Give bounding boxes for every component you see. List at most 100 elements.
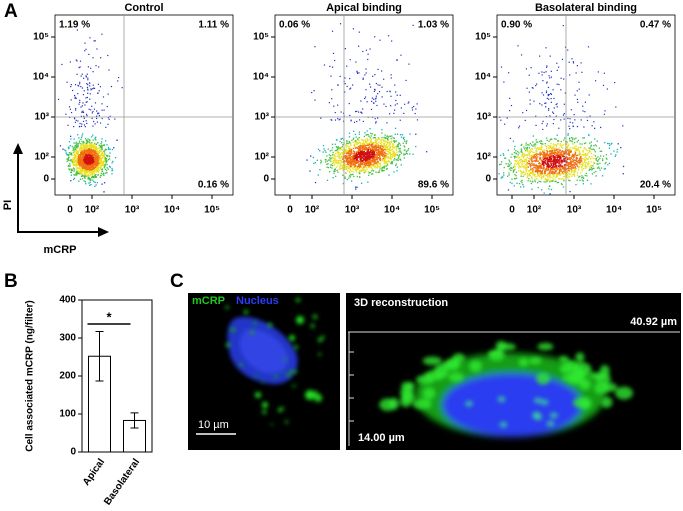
event-dot bbox=[575, 164, 576, 165]
event-dot bbox=[363, 144, 364, 145]
event-dot bbox=[540, 148, 541, 149]
event-dot bbox=[99, 115, 100, 116]
event-dot bbox=[83, 141, 84, 142]
event-dot bbox=[90, 147, 91, 148]
event-dot bbox=[356, 171, 357, 172]
event-dot bbox=[86, 143, 87, 144]
event-dot bbox=[568, 151, 569, 152]
event-dot bbox=[524, 162, 525, 163]
event-dot bbox=[542, 169, 543, 170]
event-dot bbox=[396, 149, 397, 150]
event-dot bbox=[600, 127, 601, 128]
event-dot bbox=[70, 180, 71, 181]
event-dot bbox=[548, 188, 549, 189]
event-dot bbox=[530, 166, 531, 167]
event-dot bbox=[415, 134, 416, 135]
event-dot bbox=[579, 151, 580, 152]
event-dot bbox=[95, 175, 96, 176]
event-dot bbox=[348, 150, 349, 151]
event-dot bbox=[558, 168, 559, 169]
event-dot bbox=[82, 105, 83, 106]
event-dot bbox=[535, 144, 536, 145]
event-dot bbox=[341, 156, 342, 157]
event-dot bbox=[375, 167, 376, 168]
event-dot bbox=[523, 186, 524, 187]
event-dot bbox=[575, 169, 576, 170]
event-dot bbox=[85, 154, 86, 155]
event-dot bbox=[507, 176, 508, 177]
event-dot bbox=[347, 166, 348, 167]
event-dot bbox=[540, 151, 541, 152]
event-dot bbox=[97, 142, 98, 143]
event-dot bbox=[531, 159, 532, 160]
event-dot bbox=[378, 141, 379, 142]
event-dot bbox=[75, 160, 76, 161]
event-dot bbox=[398, 160, 399, 161]
event-dot bbox=[345, 178, 346, 179]
event-dot bbox=[348, 153, 349, 154]
event-dot bbox=[77, 153, 78, 154]
event-dot bbox=[100, 175, 101, 176]
event-dot bbox=[571, 176, 572, 177]
event-dot bbox=[351, 174, 352, 175]
event-dot bbox=[397, 103, 398, 104]
event-dot bbox=[361, 167, 362, 168]
event-dot bbox=[89, 150, 90, 151]
event-dot bbox=[548, 141, 549, 142]
event-dot bbox=[562, 178, 563, 179]
event-dot bbox=[355, 187, 356, 188]
flow-panels: Control1.19 %1.11 %0.16 %010²10³10⁴10⁵01… bbox=[33, 2, 675, 216]
event-dot bbox=[535, 154, 536, 155]
event-dot bbox=[520, 159, 521, 160]
event-dot bbox=[75, 157, 76, 158]
event-dot bbox=[356, 187, 357, 188]
event-dot bbox=[96, 170, 97, 171]
event-dot bbox=[520, 161, 521, 162]
event-dot bbox=[330, 167, 331, 168]
event-dot bbox=[540, 173, 541, 174]
event-dot bbox=[76, 98, 77, 99]
event-dot bbox=[381, 70, 382, 71]
event-dot bbox=[352, 158, 353, 159]
event-dot bbox=[344, 176, 345, 177]
event-dot bbox=[384, 166, 385, 167]
event-dot bbox=[97, 152, 98, 153]
event-dot bbox=[538, 171, 539, 172]
event-dot bbox=[528, 144, 529, 145]
event-dot bbox=[330, 76, 331, 77]
event-dot bbox=[95, 40, 96, 41]
event-dot bbox=[555, 155, 556, 156]
event-dot bbox=[374, 91, 375, 92]
event-dot bbox=[597, 141, 598, 142]
event-dot bbox=[395, 165, 396, 166]
event-dot bbox=[379, 166, 380, 167]
event-dot bbox=[102, 149, 103, 150]
event-dot bbox=[349, 133, 350, 134]
event-dot bbox=[350, 145, 351, 146]
event-dot bbox=[89, 170, 90, 171]
event-dot bbox=[546, 157, 547, 158]
event-dot bbox=[80, 164, 81, 165]
event-dot bbox=[559, 151, 560, 152]
event-dot bbox=[546, 178, 547, 179]
event-dot bbox=[380, 145, 381, 146]
event-dot bbox=[86, 76, 87, 77]
event-dot bbox=[85, 160, 86, 161]
event-dot bbox=[564, 161, 565, 162]
event-dot bbox=[363, 78, 364, 79]
event-dot bbox=[519, 156, 520, 157]
event-dot bbox=[65, 152, 66, 153]
event-dot bbox=[557, 135, 558, 136]
event-dot bbox=[557, 157, 558, 158]
event-dot bbox=[544, 181, 545, 182]
event-dot bbox=[332, 67, 333, 68]
event-dot bbox=[99, 155, 100, 156]
event-dot bbox=[403, 137, 404, 138]
event-dot bbox=[537, 182, 538, 183]
event-dot bbox=[385, 146, 386, 147]
event-dot bbox=[69, 106, 70, 107]
event-dot bbox=[83, 78, 84, 79]
event-dot bbox=[539, 176, 540, 177]
event-dot bbox=[514, 174, 515, 175]
event-dot bbox=[106, 161, 107, 162]
